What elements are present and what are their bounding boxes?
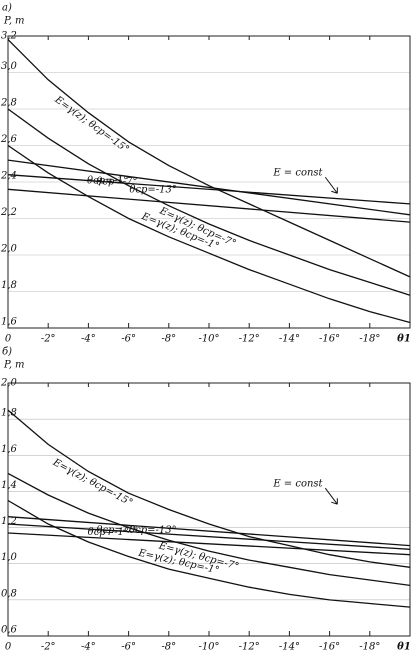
panel-label: б) xyxy=(2,347,12,358)
x-tick-label: -14° xyxy=(279,334,300,345)
curve xyxy=(7,144,411,324)
plot-frame xyxy=(7,35,411,329)
x-tick-label: -18° xyxy=(359,334,380,345)
curve xyxy=(7,409,411,568)
y-tick-label: 3,0 xyxy=(1,61,18,72)
x-tick-label: -14° xyxy=(279,642,300,653)
curve xyxy=(7,159,411,216)
x-tick-label: -12° xyxy=(239,334,260,345)
curve-label: θср=-13° xyxy=(129,185,177,196)
curve-label: θср=-13° xyxy=(129,525,177,536)
annotation-arrow xyxy=(324,176,338,194)
y-tick-label: 0,6 xyxy=(1,625,18,636)
y-tick-label: 2,6 xyxy=(0,134,18,145)
y-tick-label: 0,8 xyxy=(1,588,17,599)
curve-label: θср=-7° xyxy=(96,525,137,536)
x-tick-label: -8° xyxy=(161,334,176,345)
panel: б)P, т0,60,81,01,21,41,61,82,00 -2° -4° -6°… xyxy=(0,347,411,653)
annotation-arrow xyxy=(324,487,338,505)
x-tick-label: -4° xyxy=(81,642,96,653)
x-tick-label: -12° xyxy=(239,642,260,653)
x-tick-label: -8° xyxy=(161,642,176,653)
y-tick-label: 1,8 xyxy=(1,280,17,291)
x-tick-label: 0 xyxy=(5,642,12,653)
y-tick-label: 1,8 xyxy=(1,408,17,419)
curve xyxy=(7,39,411,278)
x-tick-label: -10° xyxy=(198,334,219,345)
curve-label: E=γ(z); θср=-15° xyxy=(52,94,131,156)
curve xyxy=(7,532,411,556)
x-tick-label: -6° xyxy=(121,334,136,345)
x-tick-label: -16° xyxy=(319,642,340,653)
curve xyxy=(7,472,411,587)
panel: а)P, т1,61,82,02,22,42,62,83,03,20 -2° -4°… xyxy=(0,3,411,345)
y-tick-label: 1,6 xyxy=(1,444,18,455)
y-axis-label: P, т xyxy=(3,16,25,27)
y-tick-label: 1,2 xyxy=(1,516,17,527)
curve-label: θср=-7° xyxy=(96,177,137,188)
x-tick-label: -4° xyxy=(81,334,96,345)
curve xyxy=(7,108,411,296)
x-axis-label: θ1 xyxy=(397,334,411,345)
curve-label: θср=-1° xyxy=(88,527,129,538)
x-tick-label: -10° xyxy=(198,642,219,653)
y-axis-label: P, т xyxy=(3,360,25,371)
curve-label: θср=-1° xyxy=(87,175,128,186)
x-tick-label: 0 xyxy=(5,334,12,345)
x-tick-label: -2° xyxy=(41,334,56,345)
curve xyxy=(7,516,411,547)
x-axis-label: θ1 xyxy=(397,642,411,653)
x-tick-label: -2° xyxy=(41,642,56,653)
x-tick-label: -6° xyxy=(121,642,136,653)
panel-label: а) xyxy=(2,3,12,14)
annotation: E = const xyxy=(272,168,323,179)
y-tick-label: 1,0 xyxy=(1,552,18,563)
curve xyxy=(7,174,411,205)
curve xyxy=(7,523,411,550)
y-tick-label: 2,0 xyxy=(0,244,18,255)
plot-frame xyxy=(7,382,411,637)
y-tick-label: 1,4 xyxy=(1,480,17,491)
y-tick-label: 1,6 xyxy=(1,317,18,328)
curve xyxy=(7,188,411,223)
annotation: E = const xyxy=(272,479,323,490)
x-tick-label: -18° xyxy=(359,642,380,653)
x-tick-label: -16° xyxy=(319,334,340,345)
